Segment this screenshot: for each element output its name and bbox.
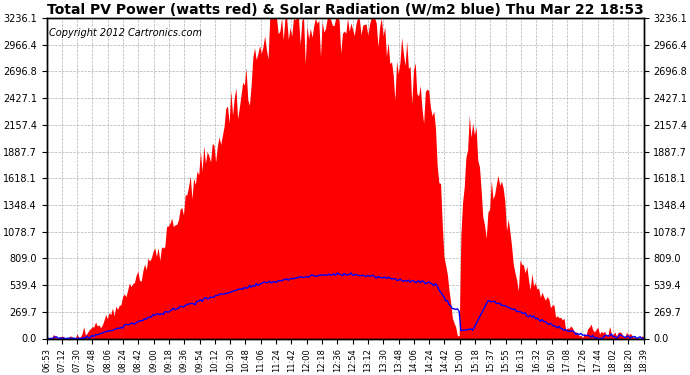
Title: Total PV Power (watts red) & Solar Radiation (W/m2 blue) Thu Mar 22 18:53: Total PV Power (watts red) & Solar Radia…: [47, 3, 643, 17]
Text: Copyright 2012 Cartronics.com: Copyright 2012 Cartronics.com: [50, 27, 202, 38]
